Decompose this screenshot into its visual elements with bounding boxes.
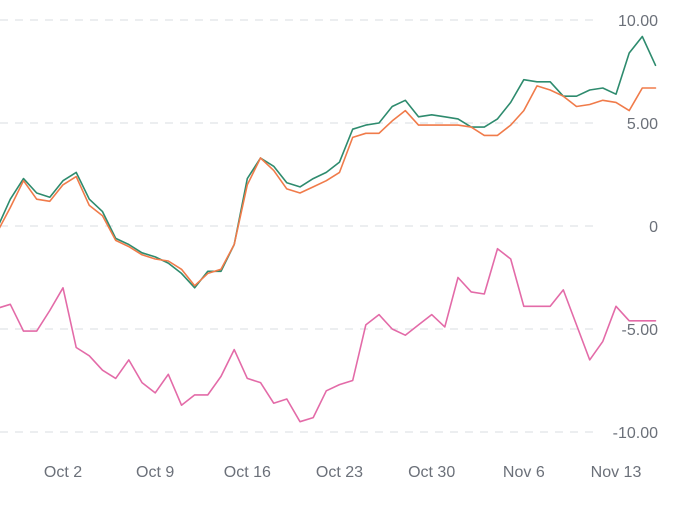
series-line-1 bbox=[0, 85, 657, 287]
gridlines bbox=[0, 19, 600, 433]
y-tick-label-4: -10.00 bbox=[613, 425, 658, 442]
y-tick-label-3: -5.00 bbox=[622, 322, 659, 339]
x-tick-label-1: Oct 2 bbox=[44, 464, 82, 481]
x-tick-label-6: Nov 6 bbox=[503, 464, 545, 481]
y-tick-label-2: 0 bbox=[649, 219, 658, 236]
x-tick-label-2: Oct 9 bbox=[136, 464, 174, 481]
series-lines bbox=[0, 35, 657, 423]
x-tick-label-5: Oct 30 bbox=[408, 464, 455, 481]
x-tick-label-3: Oct 16 bbox=[224, 464, 271, 481]
x-tick-label-7: Nov 13 bbox=[591, 464, 642, 481]
y-tick-label-1: 5.00 bbox=[627, 116, 658, 133]
y-axis-tick-labels: 10.00 5.00 0 -5.00 -10.00 bbox=[613, 13, 658, 442]
x-tick-label-4: Oct 23 bbox=[316, 464, 363, 481]
series-line-2 bbox=[0, 247, 657, 423]
series-line-0 bbox=[0, 35, 657, 289]
y-tick-label-0: 10.00 bbox=[618, 13, 658, 30]
